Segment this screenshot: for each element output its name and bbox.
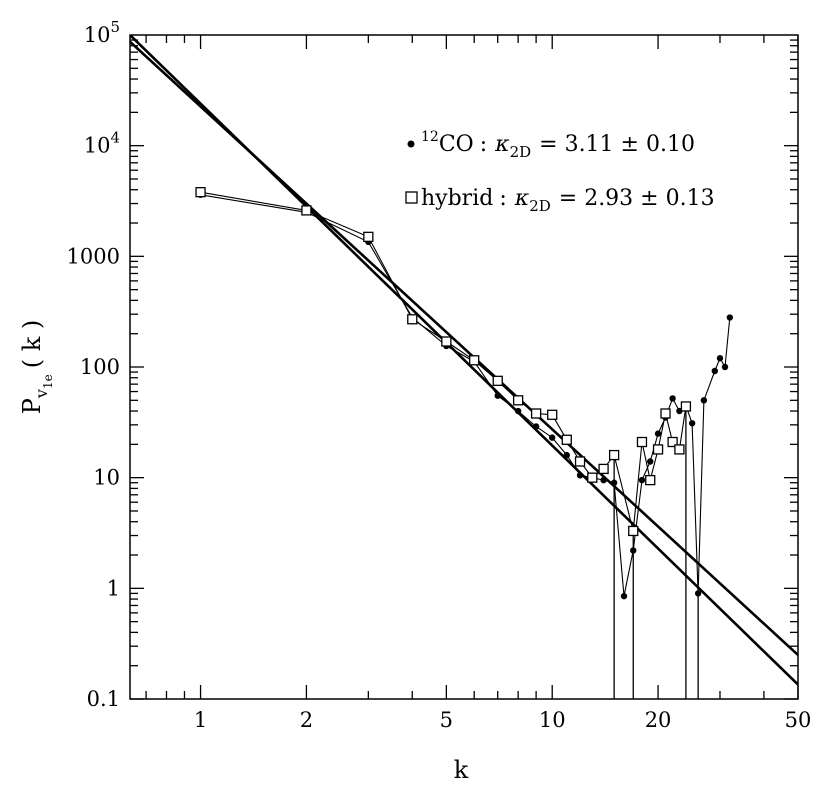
legend-sub: 2D [529, 197, 551, 215]
data-point-square [469, 355, 480, 366]
legend-sep: : [480, 132, 487, 157]
y-axis-title-sub2: 1e [41, 374, 55, 389]
data-point-square [680, 401, 692, 412]
data-point-dot [620, 592, 628, 600]
y-tick-label-base: 10 [84, 23, 111, 47]
legend-kappa: κ [514, 186, 530, 211]
data-point-dot [726, 314, 734, 321]
data-point-dot [563, 451, 570, 459]
y-tick-label: 104 [84, 129, 120, 158]
y-axis-title: Pv1e ( k ) [18, 320, 55, 414]
data-point-dot [549, 434, 556, 441]
data-point-dot [576, 472, 584, 479]
y-tick-label: 100 [80, 355, 120, 379]
y-tick-label: 105 [84, 18, 120, 47]
fit-line [130, 40, 798, 656]
legend-entry-text: 12CO: κ2D = 3.11 ± 0.10 [421, 129, 695, 161]
data-point-square [195, 187, 206, 198]
x-tick-label: 2 [300, 708, 313, 732]
x-tick-label: 50 [785, 708, 812, 732]
y-tick-label: 1000 [67, 244, 120, 268]
svg-text:Pv1e( k ): Pv1e ( k ) [18, 320, 55, 414]
data-point-square [512, 395, 524, 406]
data-point-square [441, 336, 452, 347]
y-axis-title-sub1: v [32, 389, 51, 399]
data-point-dot [721, 363, 729, 371]
y-axis-title-rest: ( k ) [18, 320, 46, 369]
y-tick-label-exp: 4 [110, 129, 120, 147]
data-point-square [530, 408, 542, 419]
data-point-square [628, 525, 639, 537]
x-tick-label: 1 [194, 708, 207, 732]
data-point-dot [638, 476, 646, 484]
data-point-dot [600, 476, 607, 484]
data-point-square [645, 474, 656, 486]
y-tick-label: 10 [93, 466, 120, 490]
legend-eq: = 2.93 ± 0.13 [559, 186, 715, 211]
data-point-dot [647, 458, 654, 465]
x-tick-label: 5 [440, 708, 453, 732]
legend-iso: 12 [421, 129, 439, 145]
data-point-square [636, 436, 648, 448]
data-series [195, 187, 734, 699]
legend-eq: = 3.11 ± 0.10 [539, 132, 695, 157]
data-point-dot [716, 355, 724, 362]
data-point-dot [669, 395, 676, 402]
data-point-square [587, 472, 598, 483]
data-point-dot [694, 590, 702, 597]
data-point-dot [654, 430, 662, 437]
data-point-dot [532, 423, 540, 430]
data-point-square [674, 444, 685, 455]
legend-entry-text: hybrid: κ2D = 2.93 ± 0.13 [421, 186, 715, 215]
data-point-dot [700, 397, 708, 404]
data-point-square [667, 436, 678, 448]
data-point-square [363, 231, 374, 242]
y-tick-label: 0.1 [87, 687, 120, 711]
y-tick-label-exp: 5 [110, 18, 120, 36]
y-tick-label: 1 [107, 576, 120, 600]
series-line [200, 194, 731, 597]
x-tick-label: 10 [539, 708, 566, 732]
legend-square-marker [405, 191, 418, 204]
data-point-dot [494, 392, 501, 399]
legend-sep: : [499, 186, 506, 211]
data-point-square [561, 434, 572, 445]
data-point-square [492, 375, 503, 386]
data-point-dot [688, 420, 696, 427]
legend-label: CO [439, 132, 474, 157]
legend-dot-marker [407, 140, 415, 148]
data-point-square [301, 205, 312, 216]
data-point-square [598, 463, 609, 475]
data-point-square [407, 314, 418, 325]
y-tick-label-base: 10 [84, 134, 111, 158]
axis-ticks [130, 35, 799, 700]
legend-sub: 2D [510, 143, 532, 161]
data-point-dot [711, 367, 719, 375]
x-tick-label: 20 [645, 708, 672, 732]
data-point-square [660, 408, 671, 419]
data-point-square [608, 449, 620, 461]
data-point-square [574, 456, 586, 467]
data-point-square [652, 444, 664, 455]
data-point-square [547, 409, 558, 420]
legend-label: hybrid [421, 186, 493, 211]
legend-kappa: κ [494, 132, 510, 157]
x-axis-title: k [454, 756, 469, 784]
fit-lines [130, 35, 798, 686]
data-point-dot [514, 407, 522, 415]
y-axis-title-main: P [18, 398, 46, 414]
